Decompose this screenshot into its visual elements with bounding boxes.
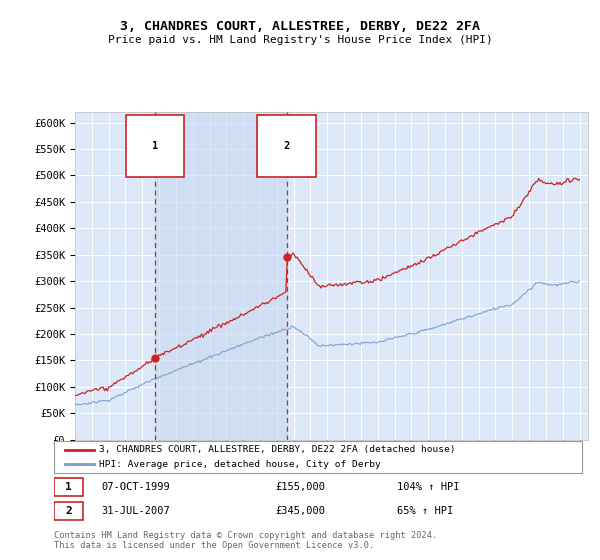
Text: 3, CHANDRES COURT, ALLESTREE, DERBY, DE22 2FA: 3, CHANDRES COURT, ALLESTREE, DERBY, DE2…	[120, 20, 480, 34]
Text: £345,000: £345,000	[276, 506, 326, 516]
Bar	[155, 112, 287, 440]
Text: 104% ↑ HPI: 104% ↑ HPI	[397, 482, 460, 492]
Bar	[54, 478, 83, 497]
Text: Contains HM Land Registry data © Crown copyright and database right 2024.
This d: Contains HM Land Registry data © Crown c…	[54, 531, 437, 550]
Text: 3, CHANDRES COURT, ALLESTREE, DERBY, DE22 2FA (detached house): 3, CHANDRES COURT, ALLESTREE, DERBY, DE2…	[99, 445, 455, 454]
Text: 65% ↑ HPI: 65% ↑ HPI	[397, 506, 454, 516]
Bar	[54, 502, 83, 520]
Text: 2: 2	[65, 506, 72, 516]
Text: 1: 1	[65, 482, 72, 492]
Text: £155,000: £155,000	[276, 482, 326, 492]
Text: 1: 1	[152, 141, 158, 151]
Text: Price paid vs. HM Land Registry's House Price Index (HPI): Price paid vs. HM Land Registry's House …	[107, 35, 493, 45]
Text: 07-OCT-1999: 07-OCT-1999	[101, 482, 170, 492]
Text: HPI: Average price, detached house, City of Derby: HPI: Average price, detached house, City…	[99, 460, 380, 469]
Text: 31-JUL-2007: 31-JUL-2007	[101, 506, 170, 516]
Text: 2: 2	[283, 141, 290, 151]
